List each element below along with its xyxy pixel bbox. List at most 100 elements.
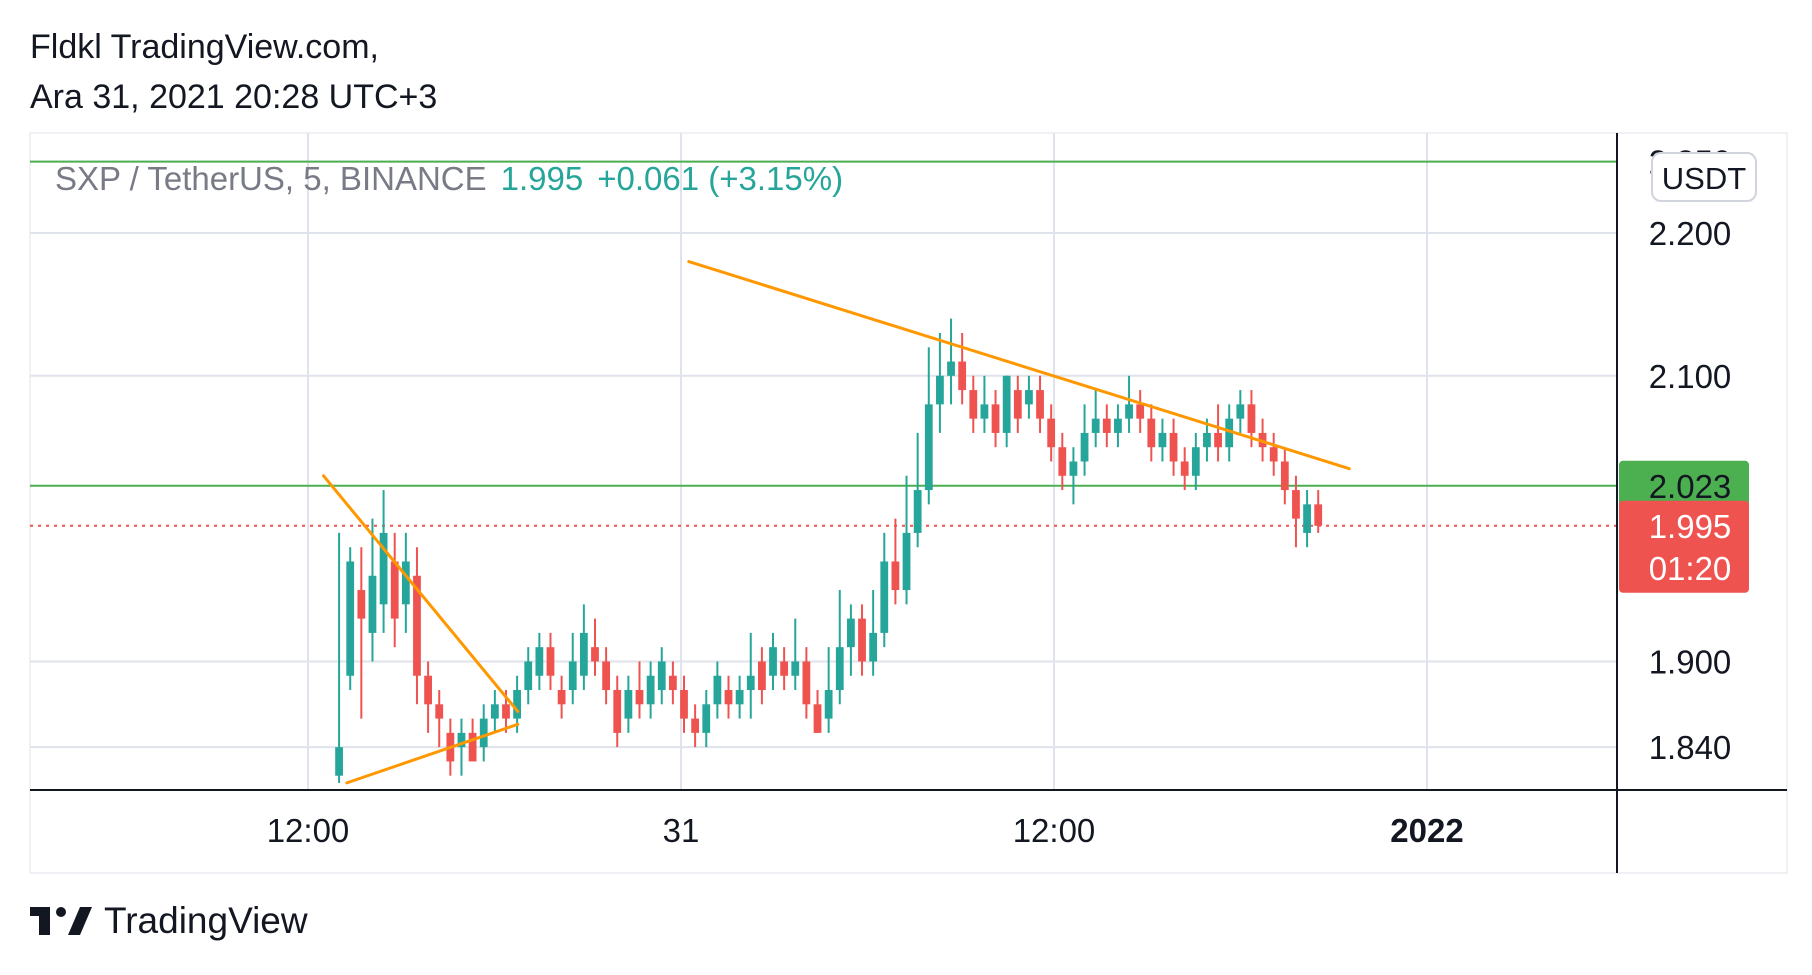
candle-body [602, 661, 611, 691]
candle-body [1158, 432, 1167, 448]
candle-body [390, 561, 399, 619]
candle-body [424, 675, 432, 705]
candle-body [1047, 418, 1056, 448]
candle-body [780, 661, 789, 676]
candle-body [880, 561, 889, 633]
horizontal-lines [30, 160, 1617, 527]
candle-body [513, 690, 522, 719]
candle-body [1303, 504, 1311, 533]
candle-body [1080, 432, 1089, 462]
candle-body [557, 690, 566, 705]
candle-body [479, 718, 488, 748]
candle-body [568, 661, 577, 691]
chart-grid [29, 132, 1788, 874]
candle-body [1058, 447, 1067, 476]
price-tag-countdown: 01:20 [1649, 550, 1732, 587]
symbol-name: SXP / TetherUS, 5, BINANCE [55, 160, 487, 197]
candle-body [1180, 461, 1189, 476]
x-tick-label: 12:00 [267, 812, 350, 849]
candle-body [1236, 404, 1245, 419]
candle-body [847, 618, 855, 648]
candle-body [1269, 447, 1278, 462]
candle-body [490, 704, 499, 719]
candle-body [947, 361, 955, 376]
candle-body [1292, 490, 1300, 519]
price-tag [1619, 460, 1749, 511]
chart-axes [30, 133, 1787, 873]
candle-body [1225, 418, 1234, 448]
trendline [687, 260, 1351, 471]
candle-body [1036, 390, 1044, 419]
candle-body [1136, 404, 1145, 419]
candle-body [624, 690, 633, 719]
candle-body [958, 361, 967, 391]
candle-body [746, 675, 755, 691]
candle-body [1025, 390, 1033, 405]
x-tick-label: 31 [663, 812, 700, 849]
last-price: 1.995 [500, 160, 584, 197]
trendline [322, 474, 520, 713]
candle-body [335, 747, 343, 776]
candle-body [924, 404, 933, 491]
candle-body [579, 632, 588, 676]
candle-body [435, 704, 444, 719]
candle-body [869, 632, 878, 662]
candle-body [735, 690, 744, 705]
candle-body [802, 661, 811, 705]
candle-body [646, 675, 655, 705]
candle-body [502, 704, 510, 719]
candle-body [401, 561, 410, 605]
footer: TradingView [30, 900, 308, 942]
candle-body [1147, 418, 1156, 448]
y-tick-label: 2.200 [1649, 215, 1732, 252]
x-tick-label: 12:00 [1013, 812, 1096, 849]
candle-body [724, 690, 733, 705]
candle-body [1314, 504, 1323, 526]
y-tick-label: 1.840 [1649, 729, 1732, 766]
candle-body [1203, 432, 1211, 448]
y-tick-label: 2.100 [1649, 358, 1732, 395]
candle-body [691, 718, 700, 733]
candle-body [1102, 418, 1111, 433]
currency-button[interactable]: USDT [1651, 152, 1757, 202]
candle-body [936, 375, 944, 405]
candle-body [902, 532, 911, 591]
trendline [345, 722, 520, 785]
candle-body [524, 661, 533, 691]
candle-body [1169, 432, 1178, 462]
footer-brand[interactable]: TradingView [104, 900, 308, 941]
candle-body [913, 490, 922, 533]
candle-body [813, 704, 822, 733]
candle-body [969, 390, 978, 419]
chart-timestamp: Ara 31, 2021 20:28 UTC+3 [30, 78, 438, 116]
candle-body [1002, 375, 1011, 433]
price-tag-label: 1.995 [1649, 508, 1732, 545]
candle-body [824, 690, 833, 719]
candle-body [535, 647, 544, 676]
candle-body [379, 532, 388, 605]
x-tick-label: 2022 [1390, 812, 1463, 849]
trendlines [322, 260, 1351, 785]
price-tag [1619, 500, 1749, 593]
tradingview-logo-icon[interactable] [30, 907, 92, 935]
candle-body [991, 404, 1000, 433]
candle-body [368, 575, 377, 633]
candle-body [468, 732, 477, 762]
candle-body [702, 704, 711, 733]
candle-body [635, 690, 644, 705]
candle-body [1125, 404, 1133, 419]
candle-body [413, 575, 421, 676]
candle-body [769, 647, 777, 676]
candle-body [713, 675, 722, 705]
candlestick-series [335, 318, 1323, 783]
chart-author-title: Fldkl TradingView.com, [30, 28, 379, 66]
candle-body [457, 732, 466, 748]
candle-body [1069, 461, 1078, 476]
candle-body [357, 590, 366, 619]
candle-body [791, 661, 800, 676]
candle-body [1114, 418, 1122, 433]
candle-body [980, 404, 989, 419]
